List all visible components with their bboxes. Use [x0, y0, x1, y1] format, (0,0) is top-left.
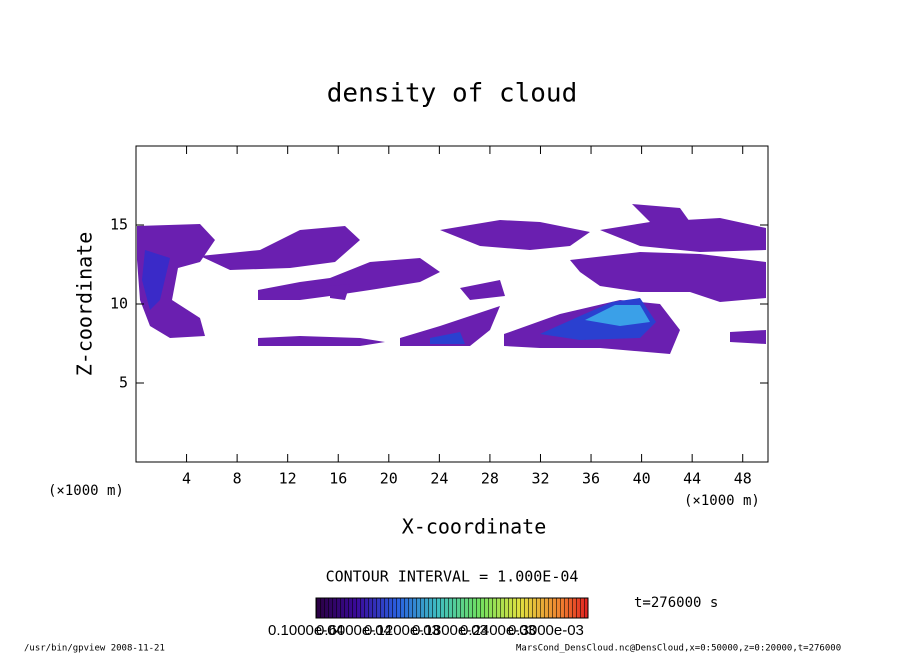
y-tick-label: 5: [119, 374, 128, 392]
cloud-core: [142, 250, 656, 344]
footer-right: MarsCond_DensCloud.nc@DensCloud,x=0:5000…: [516, 644, 841, 654]
x-tick-label: 4: [182, 470, 191, 488]
footer-left: /usr/bin/gpview 2008-11-21: [24, 644, 165, 654]
x-tick-label: 44: [683, 470, 701, 488]
x-tick-label: 12: [279, 470, 297, 488]
x-tick-label: 32: [531, 470, 549, 488]
plot-frame: [135, 145, 769, 463]
contour-interval: CONTOUR INTERVAL = 1.000E-04: [326, 568, 579, 586]
colorbar-label: 0.1800e-03: [412, 622, 488, 639]
colorbar-label: 0.2400e-03: [460, 622, 536, 639]
x-tick-label: 40: [633, 470, 651, 488]
colorbar-label: 0.3000e-03: [508, 622, 584, 639]
cloud-field: [137, 204, 766, 354]
colorbar-stripes: [315, 597, 589, 619]
x-tick-label: 28: [481, 470, 499, 488]
y-tick-label: 15: [110, 216, 128, 234]
y-axis-label: Z-coordinate: [73, 232, 97, 377]
x-tick-label: 8: [233, 470, 242, 488]
colorbar-label: 0.1200e-03: [364, 622, 440, 639]
chart-title: density of cloud: [327, 79, 577, 109]
x-tick-label: 24: [430, 470, 448, 488]
x-axis-label: X-coordinate: [402, 515, 547, 539]
x-tick-label: 16: [329, 470, 347, 488]
x-tick-label: 20: [380, 470, 398, 488]
x-tick-label: 48: [734, 470, 752, 488]
time-label: t=276000 s: [634, 595, 718, 611]
x-unit-label: (×1000 m): [48, 483, 124, 499]
x-tick-label: 36: [582, 470, 600, 488]
y-tick-label: 10: [110, 295, 128, 313]
x-unit-label: (×1000 m): [684, 493, 760, 509]
colorbar-label: 0.1000e-04: [268, 622, 344, 639]
colorbar-label: 0.6000e-04: [316, 622, 392, 639]
